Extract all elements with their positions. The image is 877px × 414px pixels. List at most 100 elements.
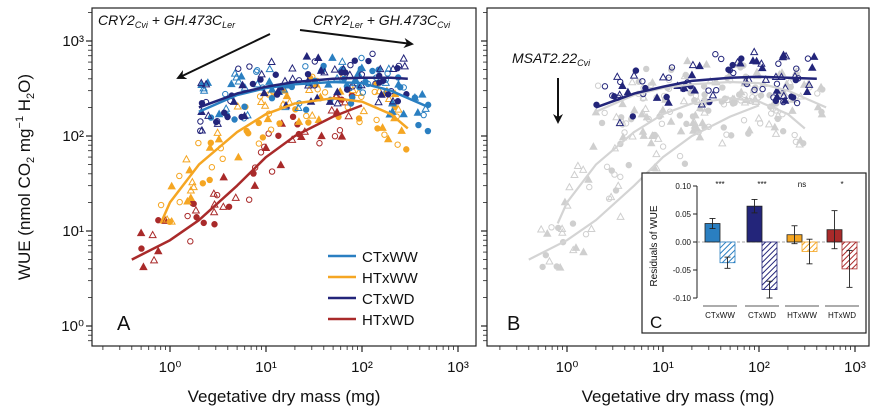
- data-point: [690, 85, 699, 94]
- data-point: [289, 113, 297, 121]
- data-point: [197, 127, 204, 135]
- data-point: [337, 132, 347, 140]
- data-point: [793, 65, 800, 72]
- data-point: [749, 47, 759, 56]
- data-point: [250, 181, 260, 189]
- data-point: [639, 92, 649, 101]
- inset-y-tick-label: 0.00: [675, 238, 691, 247]
- data-point: [338, 57, 347, 65]
- data-point: [611, 93, 618, 100]
- data-point: [579, 247, 588, 256]
- panel-a-label: A: [117, 313, 131, 335]
- data-point: [618, 99, 627, 108]
- data-point: [186, 193, 196, 202]
- x-tick-label: 10²: [748, 359, 770, 376]
- data-point: [770, 122, 780, 131]
- data-point: [736, 58, 745, 67]
- data-point: [204, 111, 213, 119]
- data-point: [720, 101, 728, 108]
- inset-y-tick-label: 0.10: [675, 182, 691, 191]
- data-point: [570, 170, 579, 179]
- data-point: [231, 193, 240, 201]
- data-point: [273, 86, 283, 95]
- y-tick-label: 10³: [62, 33, 84, 50]
- data-point: [190, 200, 197, 208]
- data-point: [647, 138, 656, 147]
- data-point: [735, 91, 743, 98]
- data-point: [702, 60, 711, 68]
- data-point: [336, 127, 344, 134]
- data-point: [331, 133, 339, 140]
- data-point: [276, 160, 286, 169]
- data-point: [683, 120, 690, 128]
- data-point: [558, 228, 567, 236]
- data-point: [605, 195, 613, 202]
- data-point: [259, 134, 267, 141]
- data-point: [330, 64, 340, 73]
- data-point: [545, 256, 554, 265]
- data-point: [697, 99, 707, 108]
- data-point: [344, 86, 351, 93]
- data-point: [804, 80, 814, 88]
- inset-c: Residuals of WUE 0.100.050.00-0.05-0.10 …: [641, 172, 867, 334]
- annotation-msat: MSAT2.22Cvi: [512, 50, 591, 68]
- data-point: [394, 141, 401, 148]
- data-point: [688, 60, 698, 69]
- data-point: [261, 143, 271, 151]
- data-point: [771, 129, 781, 137]
- panel-a-fit-lines: [131, 76, 430, 261]
- data-point: [630, 105, 639, 114]
- data-point: [647, 81, 655, 89]
- data-point: [652, 149, 661, 158]
- data-point: [197, 125, 207, 134]
- data-point: [224, 113, 231, 121]
- data-point: [302, 63, 309, 70]
- data-point: [615, 90, 624, 98]
- inset-frame: [641, 172, 867, 334]
- data-point: [691, 110, 700, 119]
- data-point: [197, 118, 204, 125]
- data-point: [700, 108, 709, 116]
- inset-significance-label: ***: [757, 180, 766, 189]
- data-point: [814, 90, 821, 97]
- data-point: [203, 78, 213, 86]
- data-point: [149, 255, 159, 264]
- data-point: [227, 79, 236, 88]
- legend-label-htxwd: HTxWD: [362, 312, 415, 329]
- data-point: [555, 263, 565, 271]
- data-point: [638, 108, 647, 117]
- y-tick-label: 10²: [62, 128, 84, 145]
- data-point: [705, 87, 712, 94]
- data-point: [139, 262, 148, 271]
- data-point: [413, 108, 423, 116]
- data-point: [294, 103, 303, 111]
- data-point: [658, 72, 668, 81]
- data-point: [629, 113, 637, 120]
- data-point: [399, 109, 408, 118]
- data-point: [189, 182, 198, 191]
- data-point: [676, 126, 686, 135]
- data-point: [589, 142, 598, 150]
- data-point: [617, 173, 624, 181]
- data-point: [587, 224, 596, 232]
- data-point: [557, 224, 567, 232]
- data-point: [176, 172, 183, 180]
- data-point: [254, 67, 261, 74]
- fit-line-grey: [595, 80, 827, 113]
- data-point: [395, 62, 403, 70]
- data-point: [211, 221, 218, 228]
- data-point: [728, 132, 735, 139]
- data-point: [288, 74, 297, 82]
- data-point: [359, 89, 367, 96]
- data-point: [708, 90, 718, 99]
- data-point: [687, 70, 697, 79]
- data-point: [347, 61, 354, 69]
- data-point: [680, 83, 689, 92]
- data-point: [712, 51, 719, 58]
- data-point: [378, 123, 387, 131]
- data-point: [297, 132, 306, 141]
- data-point: [167, 217, 176, 225]
- legend-label-ctxwd: CTxWD: [362, 291, 415, 308]
- annotation-cry2cvi: CRY2Cvi + GH.473CLer: [98, 12, 236, 30]
- data-point: [384, 91, 392, 98]
